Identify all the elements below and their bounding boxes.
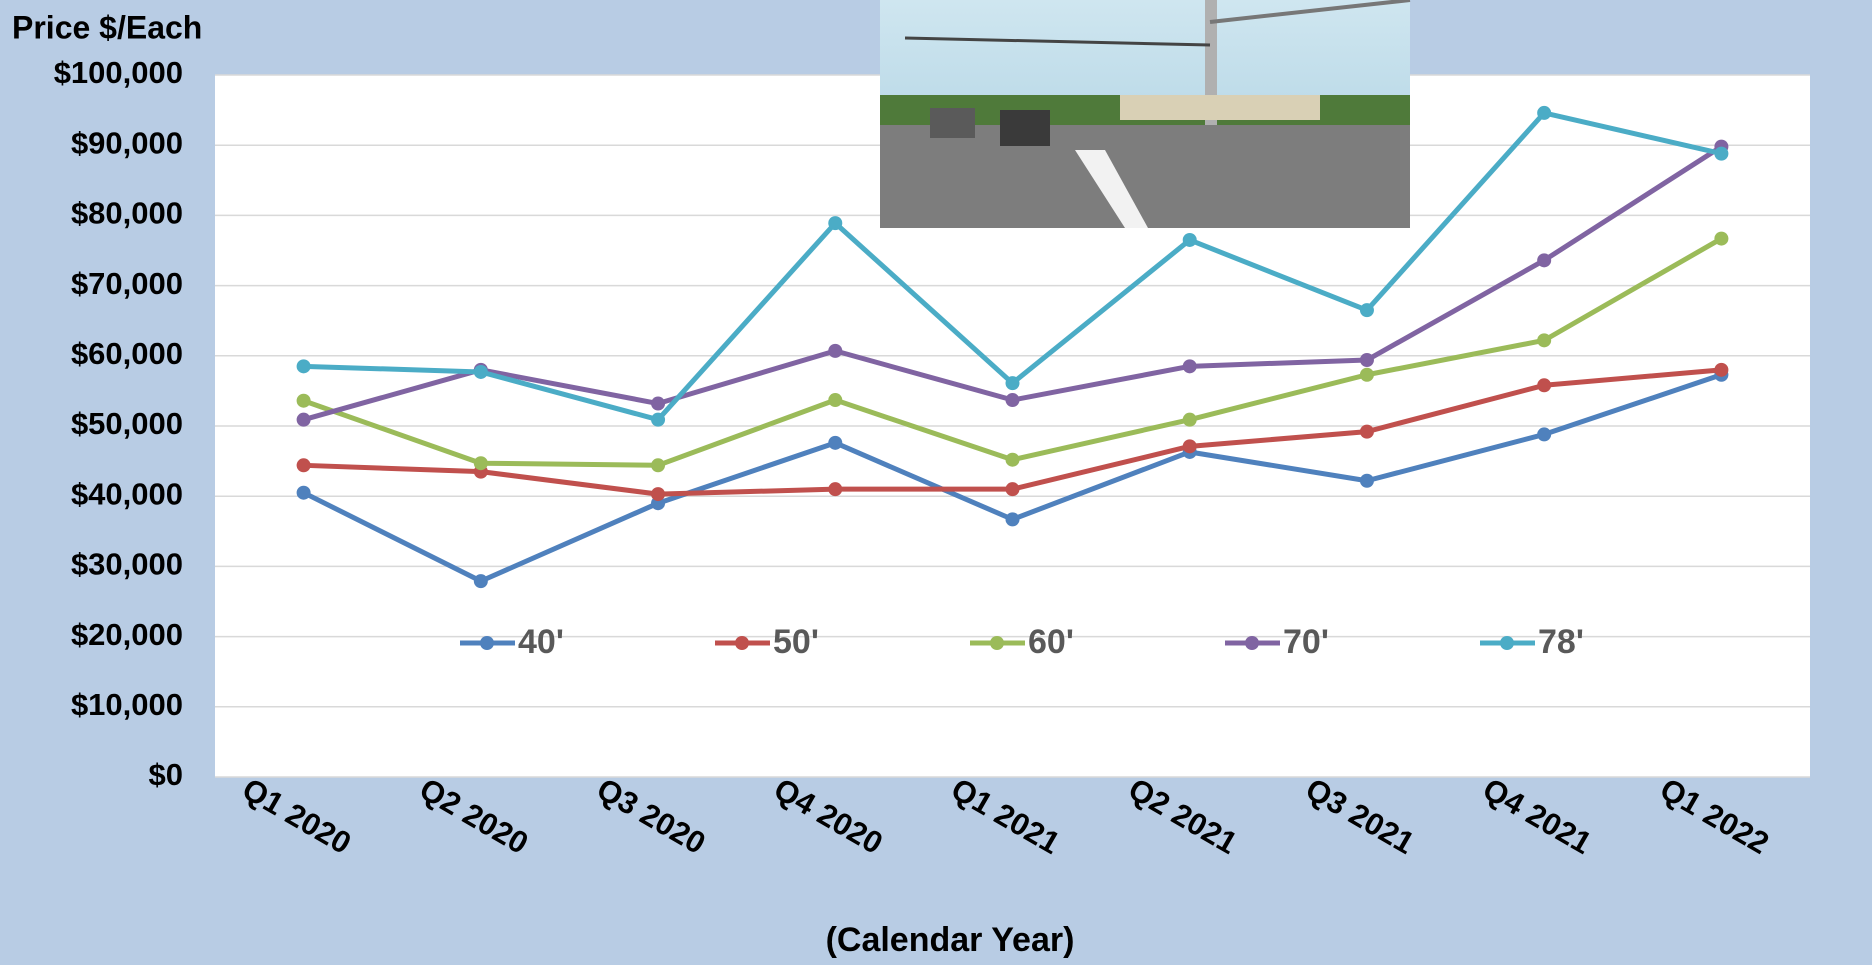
x-tick-label: Q1 2020: [237, 771, 358, 861]
data-point: [651, 412, 666, 427]
data-point: [1359, 353, 1374, 368]
data-point: [1537, 253, 1552, 268]
data-point: [828, 393, 843, 408]
y-tick-label: $0: [149, 757, 183, 792]
data-point: [296, 359, 311, 374]
x-tick-label: Q1 2021: [945, 771, 1066, 861]
y-tick-label: $50,000: [71, 406, 183, 441]
data-point: [1359, 473, 1374, 488]
y-axis-title: Price $/Each: [12, 9, 202, 45]
x-tick-label: Q3 2020: [591, 771, 712, 861]
data-point: [1537, 427, 1552, 442]
data-point: [1359, 303, 1374, 318]
data-point: [1182, 359, 1197, 374]
legend-label: 70': [1283, 623, 1329, 661]
y-tick-label: $70,000: [71, 266, 183, 301]
data-point: [473, 364, 488, 379]
data-point: [1005, 512, 1020, 527]
legend-marker: [480, 636, 494, 650]
x-tick-label: Q2 2020: [414, 771, 535, 861]
data-point: [1359, 367, 1374, 382]
data-point: [651, 487, 666, 502]
x-tick-label: Q1 2022: [1654, 771, 1775, 861]
legend-marker: [735, 636, 749, 650]
data-point: [1537, 333, 1552, 348]
y-tick-label: $40,000: [71, 476, 183, 511]
data-point: [296, 393, 311, 408]
data-point: [651, 396, 666, 411]
x-tick-label: Q4 2021: [1477, 771, 1598, 861]
legend-label: 50': [773, 623, 819, 661]
data-point: [296, 412, 311, 427]
data-point: [1359, 424, 1374, 439]
y-tick-label: $10,000: [71, 687, 183, 722]
y-tick-label: $90,000: [71, 125, 183, 160]
legend-marker: [1245, 636, 1259, 650]
x-tick-label: Q2 2021: [1123, 771, 1244, 861]
data-point: [828, 482, 843, 497]
data-point: [473, 456, 488, 471]
data-point: [1537, 378, 1552, 393]
data-point: [651, 458, 666, 473]
legend-label: 60': [1028, 623, 1074, 661]
legend-marker: [1500, 636, 1514, 650]
data-point: [296, 458, 311, 473]
data-point: [828, 216, 843, 231]
data-point: [828, 343, 843, 358]
x-tick-label: Q4 2020: [768, 771, 889, 861]
data-point: [1005, 376, 1020, 391]
legend-marker: [990, 636, 1004, 650]
data-point: [1537, 105, 1552, 120]
y-tick-label: $30,000: [71, 547, 183, 582]
data-point: [1005, 452, 1020, 467]
x-axis-title: (Calendar Year): [826, 921, 1075, 959]
data-point: [828, 435, 843, 450]
data-point: [1182, 232, 1197, 247]
y-tick-label: $80,000: [71, 196, 183, 231]
data-point: [1182, 412, 1197, 427]
data-point: [1005, 482, 1020, 497]
y-tick-label: $60,000: [71, 336, 183, 371]
data-point: [1005, 393, 1020, 408]
legend-label: 78': [1538, 623, 1584, 661]
photo: [880, 0, 1411, 228]
data-point: [1714, 362, 1729, 377]
y-tick-label: $100,000: [54, 55, 183, 90]
y-tick-label: $20,000: [71, 617, 183, 652]
data-point: [473, 574, 488, 589]
x-tick-label: Q3 2021: [1300, 771, 1421, 861]
data-point: [296, 485, 311, 500]
data-point: [1714, 146, 1729, 161]
data-point: [1714, 231, 1729, 246]
data-point: [1182, 439, 1197, 454]
legend-label: 40': [518, 623, 564, 661]
